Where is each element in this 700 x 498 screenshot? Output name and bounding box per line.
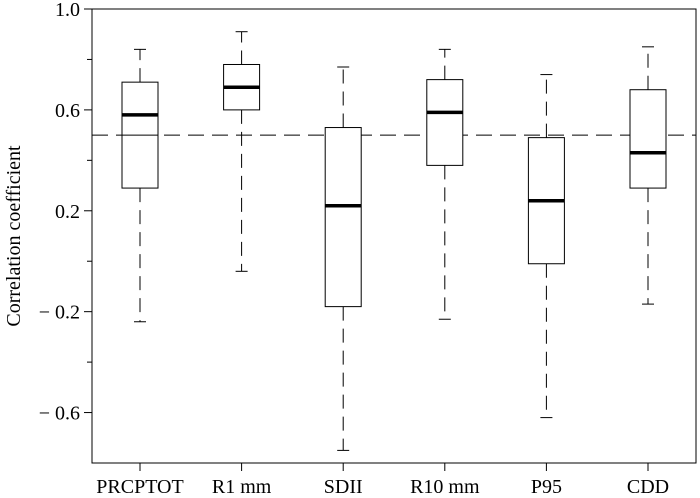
box-body bbox=[629, 89, 667, 189]
x-tick-label: CDD bbox=[627, 476, 669, 498]
box-4 bbox=[527, 74, 565, 419]
box-0 bbox=[121, 48, 159, 323]
box-2 bbox=[324, 66, 362, 451]
box-5 bbox=[629, 46, 667, 305]
plot-frame bbox=[91, 8, 697, 464]
box-3 bbox=[426, 48, 464, 320]
x-tick-label: R10 mm bbox=[410, 476, 480, 498]
box-body bbox=[426, 79, 464, 166]
x-tick-label: P95 bbox=[531, 476, 562, 498]
y-axis: 1.0 0.6 0.2 − 0.2 − 0.6 bbox=[39, 0, 92, 425]
x-tick-label: R1 mm bbox=[212, 476, 272, 498]
y-tick-label: 1.0 bbox=[55, 0, 80, 21]
y-tick-label: − 0.6 bbox=[39, 403, 80, 425]
box-body bbox=[324, 127, 362, 308]
y-tick-label: − 0.2 bbox=[39, 302, 80, 324]
boxes-layer bbox=[121, 31, 667, 451]
y-tick-label: 0.2 bbox=[55, 201, 80, 223]
box-1 bbox=[223, 31, 261, 272]
x-tick-label: SDII bbox=[324, 476, 363, 498]
x-axis: PRCPTOT R1 mm SDII R10 mm P95 CDD bbox=[96, 463, 669, 498]
y-tick-label: 0.6 bbox=[55, 100, 80, 122]
y-axis-title: Correlation coefficient bbox=[3, 145, 25, 327]
x-tick-label: PRCPTOT bbox=[96, 476, 183, 498]
